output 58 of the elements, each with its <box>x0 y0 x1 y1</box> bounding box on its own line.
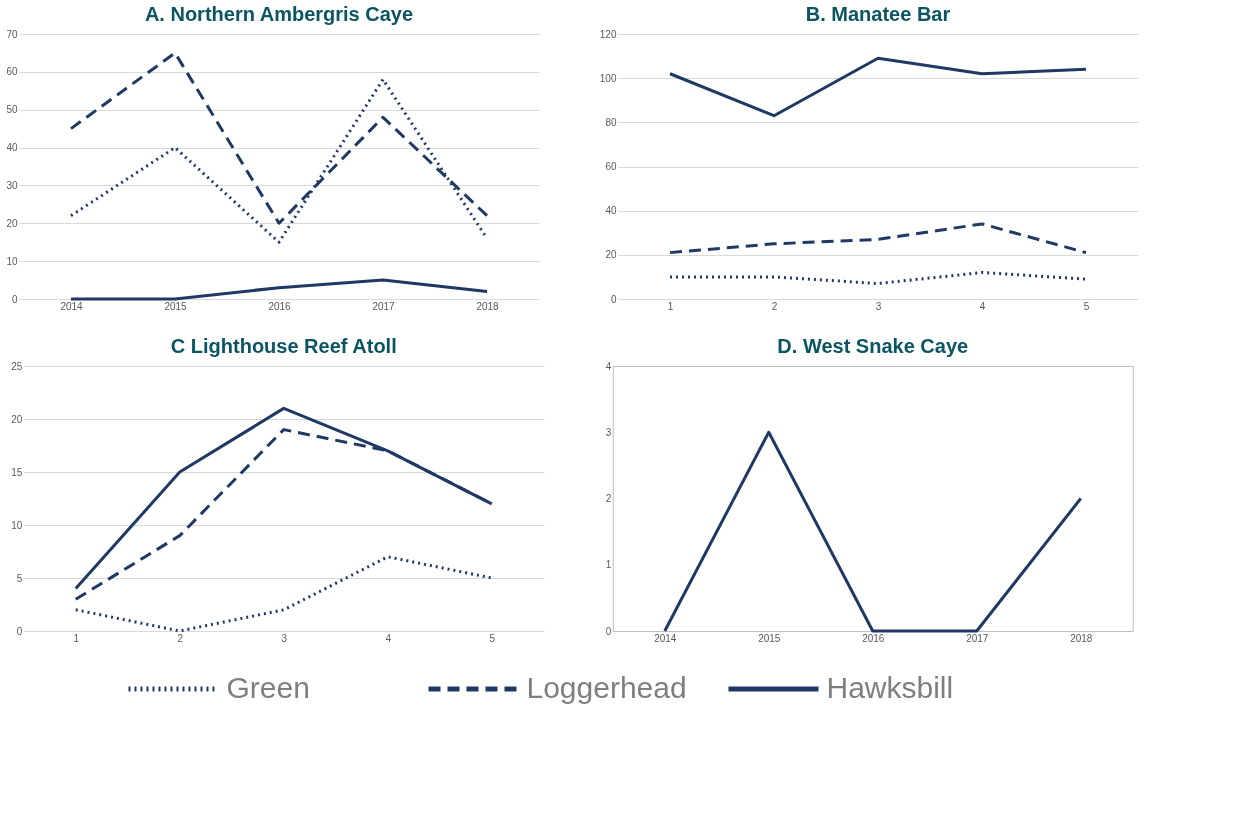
y-tick-label: 4 <box>605 360 612 372</box>
x-tick-label: 2016 <box>268 300 292 312</box>
x-tick-label: 2017 <box>372 300 396 312</box>
x-tick-label: 2017 <box>966 632 989 644</box>
y-tick-label: 20 <box>11 413 23 425</box>
x-tick-label: 2 <box>771 300 778 312</box>
y-tick-label: 0 <box>610 293 617 305</box>
y-tick-label: 50 <box>6 104 18 116</box>
legend-label: Hawksbill <box>826 671 954 704</box>
line-series <box>668 271 1088 286</box>
y-tick-label: 60 <box>605 161 617 172</box>
y-tick-label: 0 <box>11 293 18 305</box>
y-tick-label: 0 <box>605 625 612 637</box>
y-tick-label: 80 <box>605 116 617 128</box>
x-tick-label: 3 <box>875 300 882 312</box>
y-tick-label: 25 <box>11 360 23 372</box>
x-tick-label: 5 <box>489 632 496 644</box>
y-tick-label: 70 <box>6 28 18 40</box>
legend-label: Loggerhead <box>526 671 687 704</box>
y-tick-label: 2 <box>605 493 612 504</box>
line-series <box>69 278 489 301</box>
x-tick-label: 2018 <box>1070 632 1093 644</box>
y-tick-label: 60 <box>6 66 18 78</box>
chart-title: A. Northern Ambergris Caye <box>144 3 414 25</box>
chart-title: C Lighthouse Reef Atoll <box>170 335 397 357</box>
x-tick-label: 2015 <box>758 632 781 644</box>
chart-title: D. West Snake Caye <box>777 335 969 357</box>
chart-title: B. Manatee Bar <box>805 3 951 25</box>
line-series <box>74 555 494 633</box>
x-tick-label: 2014 <box>60 300 84 312</box>
line-series <box>668 56 1088 118</box>
y-tick-label: 20 <box>605 249 617 261</box>
x-tick-label: 3 <box>281 632 288 644</box>
x-tick-label: 2016 <box>862 632 885 644</box>
y-tick-label: 20 <box>6 217 18 229</box>
y-tick-label: 15 <box>11 466 23 478</box>
y-tick-label: 3 <box>605 426 612 438</box>
y-tick-label: 40 <box>6 142 18 154</box>
y-tick-label: 0 <box>16 625 23 637</box>
y-tick-label: 10 <box>6 255 18 267</box>
y-tick-label: 40 <box>605 205 617 217</box>
y-tick-label: 30 <box>6 179 18 191</box>
x-tick-label: 1 <box>73 632 80 644</box>
y-tick-label: 5 <box>16 572 23 584</box>
x-tick-label: 2015 <box>164 300 188 312</box>
legend-label: Green <box>226 671 310 704</box>
x-tick-label: 2 <box>177 632 184 644</box>
x-tick-label: 1 <box>667 300 674 312</box>
y-tick-label: 10 <box>11 519 23 531</box>
x-tick-label: 4 <box>385 632 392 644</box>
y-tick-label: 100 <box>599 72 617 84</box>
x-tick-label: 2014 <box>654 632 677 644</box>
x-tick-label: 5 <box>1083 300 1090 312</box>
y-tick-label: 120 <box>599 28 617 40</box>
x-tick-label: 4 <box>979 300 986 312</box>
x-tick-label: 2018 <box>476 300 500 312</box>
y-tick-label: 1 <box>605 559 612 571</box>
line-series <box>668 222 1088 255</box>
